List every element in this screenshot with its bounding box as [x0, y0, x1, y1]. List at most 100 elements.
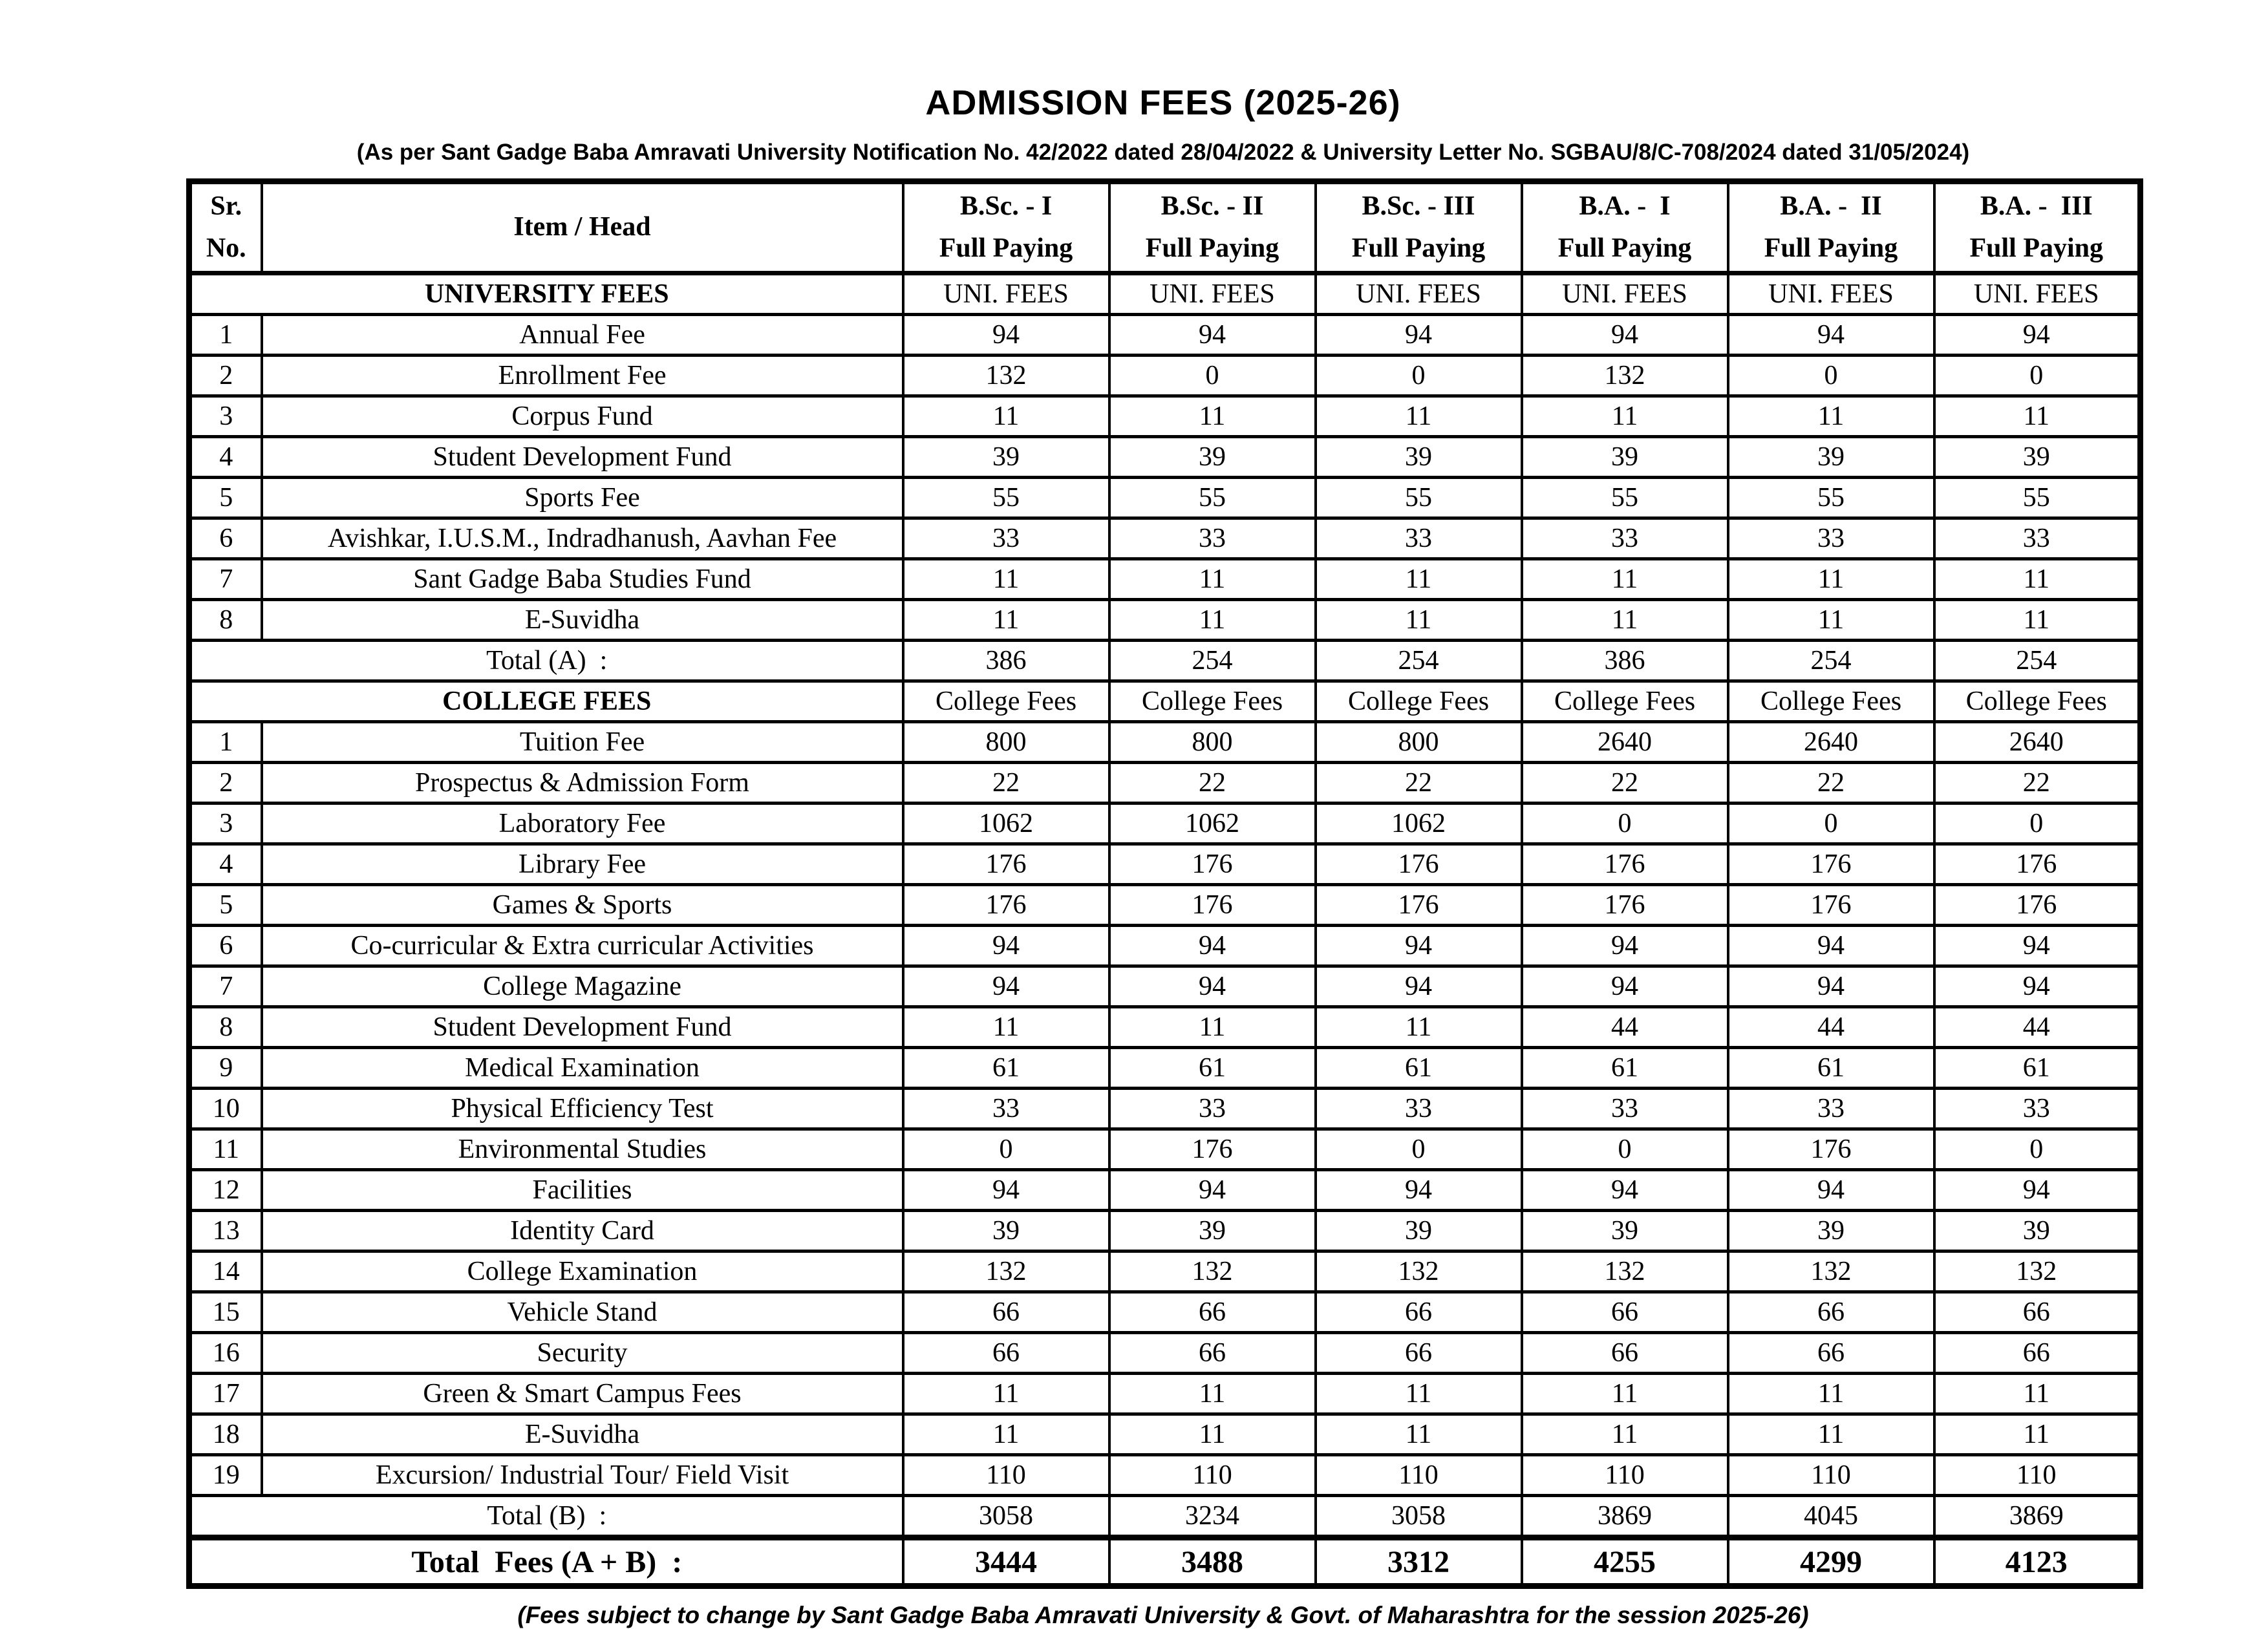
row-value-cell: 1062: [901, 802, 1111, 846]
row-sr-cell: 2: [187, 761, 263, 805]
row-value-cell: 132: [1726, 1250, 1936, 1294]
row-value-cell: 39: [1107, 435, 1317, 479]
row-value-cell: 61: [1107, 1046, 1317, 1090]
row-item-cell: Environmental Studies: [260, 1127, 904, 1171]
college-fees-column-tag: College Fees: [1107, 679, 1317, 723]
header-item-head: Item / Head: [260, 180, 904, 275]
table-row: 8 E-Suvidha 11 11 11 11 11 11: [187, 598, 2142, 642]
page-title: ADMISSION FEES (2025-26): [925, 83, 1401, 122]
table-row: 5 Games & Sports 176 176 176 176 176 176: [187, 883, 2142, 927]
row-sr-cell: 15: [187, 1290, 263, 1334]
row-value-cell: 1062: [1314, 802, 1523, 846]
row-sr-cell: 7: [187, 964, 263, 1008]
row-value-cell: 11: [1932, 1372, 2142, 1416]
row-item-cell: College Examination: [260, 1250, 904, 1294]
table-row: 4 Library Fee 176 176 176 176 176 176: [187, 842, 2142, 886]
row-value-cell: 39: [1932, 1209, 2142, 1253]
row-value-cell: 55: [1107, 476, 1317, 520]
row-value-cell: 94: [901, 313, 1111, 357]
row-item-cell: Identity Card: [260, 1209, 904, 1253]
row-value-cell: 0: [1314, 354, 1523, 398]
row-value-cell: 11: [1107, 598, 1317, 642]
row-sr-cell: 5: [187, 883, 263, 927]
row-sr-cell: 5: [187, 476, 263, 520]
table-row: 3 Laboratory Fee 1062 1062 1062 0 0 0: [187, 802, 2142, 846]
row-value-cell: 132: [1520, 1250, 1729, 1294]
row-value-cell: 176: [1932, 883, 2142, 927]
row-value-cell: 11: [1107, 1005, 1317, 1049]
row-value-cell: 94: [1107, 313, 1317, 357]
table-head-group: Sr. No. Item / Head B.Sc. - I Full Payin…: [187, 180, 2142, 316]
row-item-cell: Vehicle Stand: [260, 1290, 904, 1334]
row-value-cell: 94: [1314, 924, 1523, 968]
college-fees-column-tag: College Fees: [901, 679, 1111, 723]
row-value-cell: 11: [1314, 598, 1523, 642]
row-sr-cell: 4: [187, 435, 263, 479]
row-value-cell: 33: [1107, 516, 1317, 560]
college-fees-rows: 1 Tuition Fee 800 800 800 2640 2640 2640…: [187, 720, 2142, 1497]
row-value-cell: 66: [1107, 1331, 1317, 1375]
row-sr-cell: 2: [187, 354, 263, 398]
table-row: 10 Physical Efficiency Test 33 33 33 33 …: [187, 1087, 2142, 1131]
row-value-cell: 94: [1932, 1168, 2142, 1212]
row-item-cell: Corpus Fund: [260, 394, 904, 438]
row-value-cell: 176: [1726, 842, 1936, 886]
row-value-cell: 176: [1314, 883, 1523, 927]
total-b-value: 3058: [1314, 1494, 1523, 1539]
table-row: 11 Environmental Studies 0 176 0 0 176 0: [187, 1127, 2142, 1171]
row-value-cell: 11: [1314, 1005, 1523, 1049]
row-value-cell: 11: [1726, 1412, 1936, 1456]
row-value-cell: 55: [1520, 476, 1729, 520]
row-value-cell: 11: [1726, 557, 1936, 601]
row-value-cell: 33: [1932, 516, 2142, 560]
college-fees-section-label: COLLEGE FEES: [187, 679, 904, 723]
row-value-cell: 0: [1520, 802, 1729, 846]
row-value-cell: 176: [1107, 1127, 1317, 1171]
row-value-cell: 66: [901, 1290, 1111, 1334]
row-value-cell: 94: [1932, 964, 2142, 1008]
row-sr-cell: 17: [187, 1372, 263, 1416]
row-value-cell: 39: [901, 435, 1111, 479]
total-a-label: Total (A) :: [187, 639, 904, 683]
row-sr-cell: 16: [187, 1331, 263, 1375]
row-value-cell: 66: [1520, 1290, 1729, 1334]
row-item-cell: Student Development Fund: [260, 435, 904, 479]
row-value-cell: 0: [1520, 1127, 1729, 1171]
row-value-cell: 22: [1520, 761, 1729, 805]
row-item-cell: Enrollment Fee: [260, 354, 904, 398]
row-value-cell: 39: [1314, 1209, 1523, 1253]
row-value-cell: 22: [901, 761, 1111, 805]
row-item-cell: E-Suvidha: [260, 598, 904, 642]
row-sr-cell: 1: [187, 720, 263, 764]
row-value-cell: 66: [1520, 1331, 1729, 1375]
table-row: 1 Annual Fee 94 94 94 94 94 94: [187, 313, 2142, 357]
row-value-cell: 22: [1314, 761, 1523, 805]
row-value-cell: 11: [1107, 1372, 1317, 1416]
table-row: 2 Prospectus & Admission Form 22 22 22 2…: [187, 761, 2142, 805]
row-sr-cell: 13: [187, 1209, 263, 1253]
row-value-cell: 44: [1932, 1005, 2142, 1049]
row-value-cell: 94: [1107, 1168, 1317, 1212]
total-a-value: 254: [1107, 639, 1317, 683]
row-value-cell: 66: [1107, 1290, 1317, 1334]
row-sr-cell: 11: [187, 1127, 263, 1171]
college-fees-column-tag: College Fees: [1726, 679, 1936, 723]
university-fees-column-tag: UNI. FEES: [1932, 272, 2142, 316]
row-value-cell: 94: [1726, 1168, 1936, 1212]
row-value-cell: 66: [1932, 1290, 2142, 1334]
header-col-ba-3: B.A. - III Full Paying: [1932, 180, 2142, 275]
row-item-cell: Green & Smart Campus Fees: [260, 1372, 904, 1416]
row-value-cell: 61: [1932, 1046, 2142, 1090]
row-value-cell: 11: [901, 1005, 1111, 1049]
row-value-cell: 11: [1107, 557, 1317, 601]
row-value-cell: 61: [1726, 1046, 1936, 1090]
university-fees-column-tag: UNI. FEES: [1520, 272, 1729, 316]
table-row: 19 Excursion/ Industrial Tour/ Field Vis…: [187, 1453, 2142, 1497]
total-a-value: 254: [1314, 639, 1523, 683]
header-col-bsc-3: B.Sc. - III Full Paying: [1314, 180, 1523, 275]
row-item-cell: Annual Fee: [260, 313, 904, 357]
row-value-cell: 22: [1107, 761, 1317, 805]
row-sr-cell: 9: [187, 1046, 263, 1090]
table-row: 1 Tuition Fee 800 800 800 2640 2640 2640: [187, 720, 2142, 764]
total-b-label: Total (B) :: [187, 1494, 904, 1539]
